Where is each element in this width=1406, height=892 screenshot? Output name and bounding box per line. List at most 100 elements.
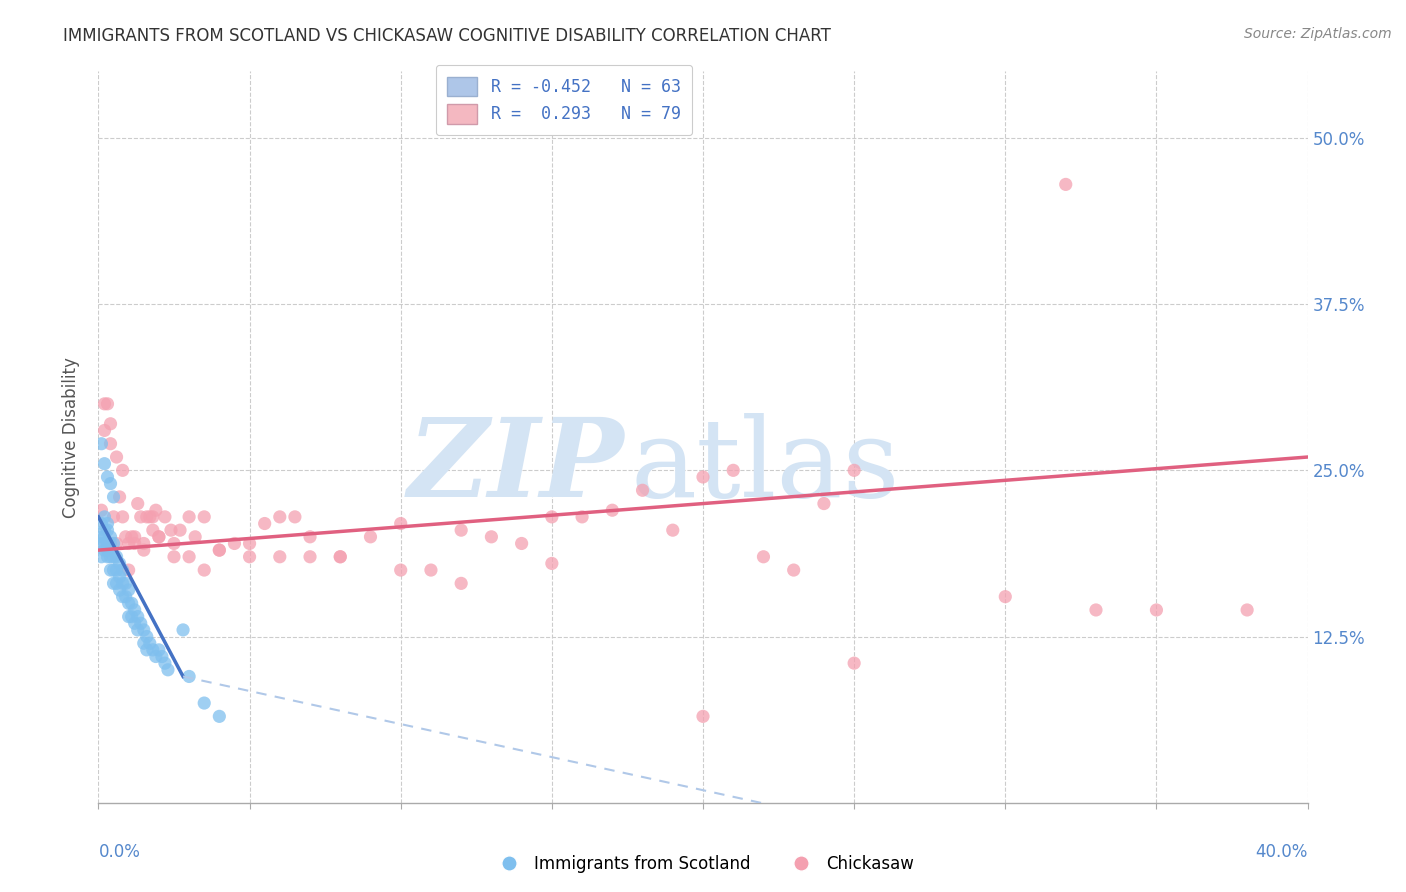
Point <box>103 509 125 524</box>
Point <box>105 536 128 550</box>
Point <box>90 530 112 544</box>
Point <box>148 530 170 544</box>
Point <box>142 523 165 537</box>
Point <box>100 436 122 450</box>
Point <box>163 549 186 564</box>
Point <box>239 536 262 550</box>
Point <box>389 563 412 577</box>
Legend: R = -0.452   N = 63, R =  0.293   N = 79: R = -0.452 N = 63, R = 0.293 N = 79 <box>436 65 692 136</box>
Point <box>100 476 122 491</box>
Point <box>299 549 322 564</box>
Point <box>163 536 186 550</box>
Point <box>269 549 291 564</box>
Point <box>631 483 654 498</box>
Point <box>100 549 122 564</box>
Text: 0.0%: 0.0% <box>98 843 141 861</box>
Point <box>114 530 136 544</box>
Point <box>450 523 472 537</box>
Point <box>100 417 122 431</box>
Point <box>692 470 714 484</box>
Point <box>193 563 215 577</box>
Point <box>105 563 128 577</box>
Point <box>103 576 125 591</box>
Text: Source: ZipAtlas.com: Source: ZipAtlas.com <box>1244 27 1392 41</box>
Point <box>124 536 146 550</box>
Point <box>156 663 179 677</box>
Point <box>571 509 593 524</box>
Point <box>111 590 134 604</box>
Point <box>105 576 128 591</box>
Point <box>153 509 176 524</box>
Point <box>96 470 118 484</box>
Point <box>108 582 131 597</box>
Point <box>121 596 143 610</box>
Point <box>111 576 134 591</box>
Point <box>100 530 122 544</box>
Legend: Immigrants from Scotland, Chickasaw: Immigrants from Scotland, Chickasaw <box>486 848 920 880</box>
Text: 40.0%: 40.0% <box>1256 843 1308 861</box>
Point <box>253 516 276 531</box>
Point <box>108 557 131 571</box>
Point <box>193 696 215 710</box>
Point <box>783 563 806 577</box>
Point <box>118 596 141 610</box>
Point <box>153 656 176 670</box>
Point <box>481 530 503 544</box>
Point <box>450 576 472 591</box>
Point <box>160 523 183 537</box>
Point <box>844 656 866 670</box>
Point <box>90 503 112 517</box>
Point <box>148 530 170 544</box>
Point <box>179 549 201 564</box>
Point <box>540 509 562 524</box>
Point <box>723 463 745 477</box>
Point <box>179 669 201 683</box>
Point <box>121 609 143 624</box>
Point <box>100 563 122 577</box>
Point <box>96 536 118 550</box>
Point <box>105 450 128 464</box>
Point <box>105 549 128 564</box>
Point <box>150 649 173 664</box>
Point <box>103 536 125 550</box>
Point <box>420 563 443 577</box>
Point <box>93 424 115 438</box>
Point <box>510 536 533 550</box>
Point <box>124 616 146 631</box>
Point <box>103 563 125 577</box>
Point <box>284 509 307 524</box>
Point <box>135 630 157 644</box>
Point <box>103 490 125 504</box>
Point <box>172 623 194 637</box>
Point <box>208 709 231 723</box>
Point <box>124 603 146 617</box>
Point <box>540 557 562 571</box>
Point <box>1085 603 1108 617</box>
Point <box>239 549 262 564</box>
Point <box>96 523 118 537</box>
Point <box>1144 603 1167 617</box>
Point <box>142 509 165 524</box>
Point <box>129 616 152 631</box>
Point <box>90 516 112 531</box>
Point <box>269 509 291 524</box>
Point <box>127 609 149 624</box>
Point <box>329 549 352 564</box>
Point <box>93 530 115 544</box>
Point <box>118 563 141 577</box>
Point <box>129 509 152 524</box>
Point <box>360 530 382 544</box>
Point <box>108 490 131 504</box>
Text: atlas: atlas <box>630 413 900 520</box>
Point <box>132 536 155 550</box>
Point <box>124 530 146 544</box>
Point <box>114 576 136 591</box>
Point <box>602 503 624 517</box>
Point <box>132 543 155 558</box>
Point <box>208 543 231 558</box>
Point <box>389 516 412 531</box>
Point <box>93 536 115 550</box>
Point <box>90 536 112 550</box>
Point <box>193 509 215 524</box>
Point <box>135 509 157 524</box>
